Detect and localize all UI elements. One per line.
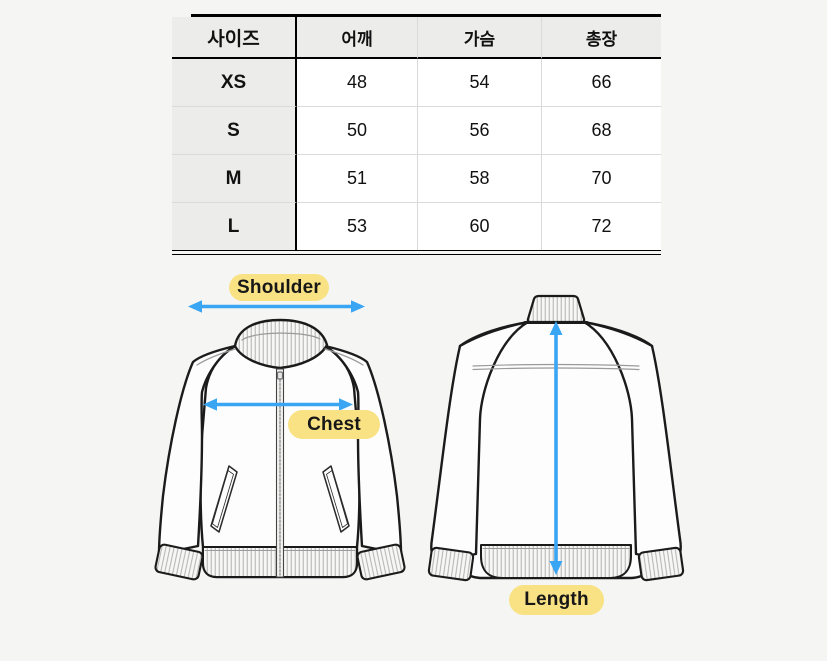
row-l-size-label: L: [172, 203, 297, 250]
column-header-length: 총장: [542, 17, 661, 59]
row-s-chest: 56: [418, 107, 542, 155]
row-xs-chest: 54: [418, 59, 542, 107]
front-left-shoulder-seam: [196, 348, 236, 366]
back-collar-rib: [526, 294, 586, 324]
row-s-size-label: S: [172, 107, 297, 155]
front-right-shoulder-seam: [324, 348, 364, 366]
row-m-shoulder: 51: [297, 155, 418, 203]
chest-arrow: [203, 398, 353, 411]
column-header-shoulder: 어깨: [297, 17, 418, 59]
row-xs-length: 66: [542, 59, 661, 107]
front-right-cuff-rib: [356, 543, 406, 581]
shoulder-label-pill: Shoulder: [229, 274, 329, 301]
table-top-border: [191, 14, 661, 17]
length-arrow: [549, 321, 563, 575]
jacket-front-illustration: [154, 318, 406, 581]
shoulder-arrow: [188, 300, 365, 313]
jacket-back-illustration: [427, 294, 685, 582]
front-left-cuff-rib: [154, 543, 204, 581]
front-right-pocket: [322, 465, 350, 533]
table-bottom-border: [172, 250, 661, 255]
chest-label-pill: Chest: [288, 410, 380, 439]
back-right-cuff-rib: [637, 546, 685, 582]
length-label-pill: Length: [509, 585, 604, 615]
column-header-size: 사이즈: [172, 17, 297, 59]
front-left-pocket: [210, 465, 238, 533]
column-header-chest: 가슴: [418, 17, 542, 59]
row-m-length: 70: [542, 155, 661, 203]
row-l-shoulder: 53: [297, 203, 418, 250]
row-m-size-label: M: [172, 155, 297, 203]
row-s-shoulder: 50: [297, 107, 418, 155]
row-s-length: 68: [542, 107, 661, 155]
row-m-chest: 58: [418, 155, 542, 203]
row-xs-shoulder: 48: [297, 59, 418, 107]
size-chart-table: 사이즈 어깨 가슴 총장 XS 48 54 66 S 50 56 68 M 51…: [172, 17, 661, 250]
row-l-chest: 60: [418, 203, 542, 250]
row-xs-size-label: XS: [172, 59, 297, 107]
row-l-length: 72: [591, 216, 612, 236]
front-collar-rib: [233, 318, 329, 370]
back-left-cuff-rib: [427, 546, 475, 582]
